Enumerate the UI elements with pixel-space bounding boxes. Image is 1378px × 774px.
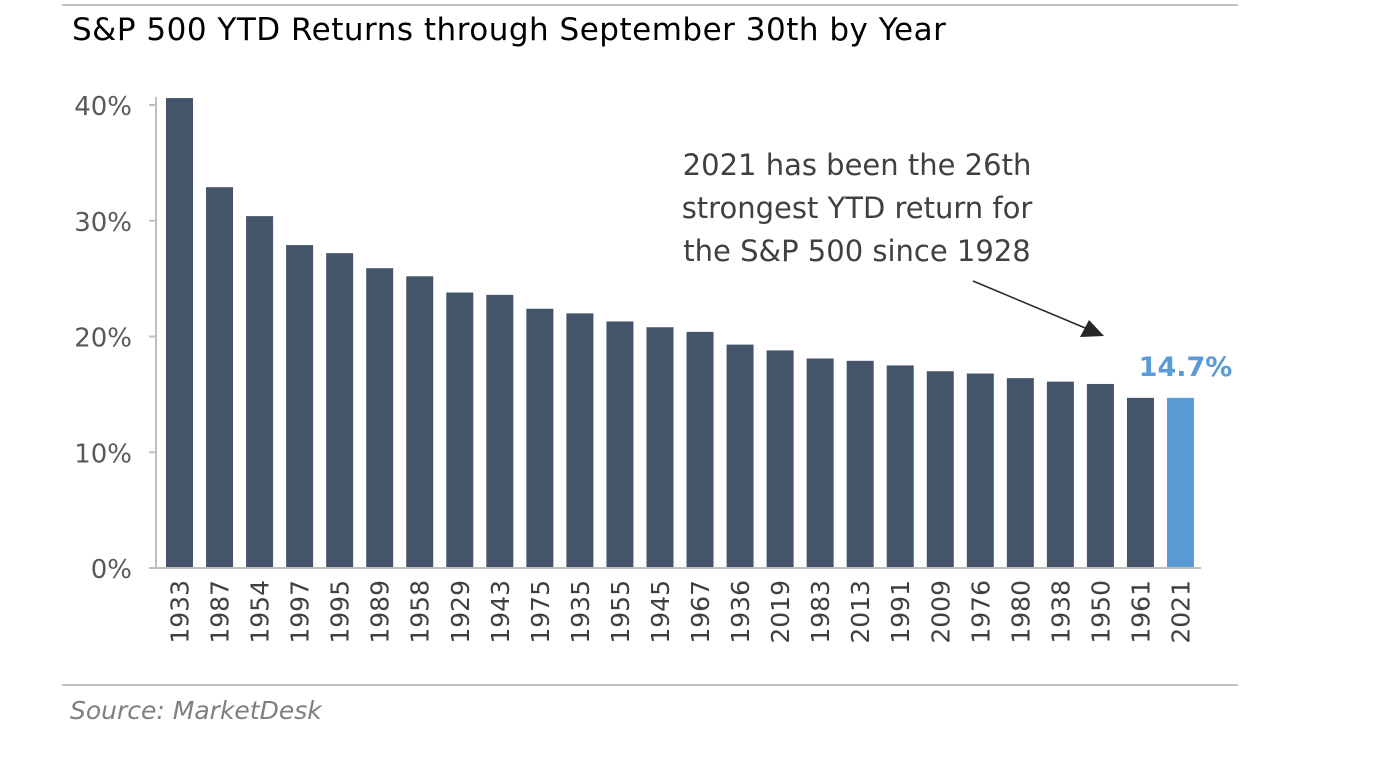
x-tick-label: 1945 xyxy=(646,580,675,644)
x-axis-labels: 1933 1987 1954 1997 1995 1989 1958 1929 1943 1975… xyxy=(166,580,1196,644)
bar-1945 xyxy=(646,327,674,568)
highlight-value-label: 14.7% xyxy=(1139,352,1233,383)
bar-1983 xyxy=(806,358,834,568)
annotation-text: 2021 has been the 26th strongest YTD retu… xyxy=(682,148,1033,268)
x-tick-label: 1955 xyxy=(606,580,635,644)
x-tick-label: 1935 xyxy=(566,580,595,644)
x-tick-label: 1933 xyxy=(166,580,195,644)
bar-1943 xyxy=(486,294,514,568)
chart-title: S&P 500 YTD Returns through September 30… xyxy=(72,12,947,48)
x-tick-label: 1995 xyxy=(326,580,355,644)
bar-1936 xyxy=(726,344,754,568)
bar-1955 xyxy=(606,321,634,568)
x-tick-label: 1954 xyxy=(246,580,275,644)
y-tick-label: 40% xyxy=(74,92,132,122)
bar-2009 xyxy=(926,371,954,568)
bar-1975 xyxy=(526,308,554,568)
x-tick-label: 1950 xyxy=(1086,580,1115,644)
annotation-arrow xyxy=(972,280,1104,337)
bar-1935 xyxy=(566,313,594,568)
y-axis-ticks: 0% 10% 20% 30% 40% xyxy=(74,92,156,585)
bar-1958 xyxy=(406,276,434,568)
bar-1991 xyxy=(886,365,914,568)
annotation-line: strongest YTD return for xyxy=(682,191,1033,225)
top-rule xyxy=(62,4,1238,6)
bar-2021 xyxy=(1167,397,1194,568)
bar-1995 xyxy=(326,253,354,568)
x-tick-label: 1997 xyxy=(286,580,315,644)
bar-1997 xyxy=(286,245,314,568)
y-tick-label: 30% xyxy=(74,208,132,238)
x-tick-label: 1936 xyxy=(726,580,755,644)
y-tick-label: 0% xyxy=(91,555,132,585)
x-tick-label: 2013 xyxy=(846,580,875,644)
bar-1980 xyxy=(1006,378,1034,568)
bar-1987 xyxy=(206,187,234,568)
x-tick-label: 1929 xyxy=(446,580,475,644)
bottom-rule xyxy=(62,684,1238,686)
x-tick-label: 1938 xyxy=(1046,580,1075,644)
x-tick-label: 1983 xyxy=(806,580,835,644)
y-tick-label: 20% xyxy=(74,324,132,354)
x-tick-label: 1975 xyxy=(526,580,555,644)
y-tick-label: 10% xyxy=(74,439,132,469)
bar-1961 xyxy=(1126,397,1154,568)
x-tick-label: 2009 xyxy=(926,580,955,644)
x-tick-label: 1991 xyxy=(886,580,915,644)
x-tick-label: 1989 xyxy=(366,580,395,644)
bar-2013 xyxy=(846,360,874,568)
x-tick-label: 1976 xyxy=(966,580,995,644)
bar-1976 xyxy=(966,373,994,568)
bar-1954 xyxy=(246,216,274,568)
bar-1929 xyxy=(446,292,474,568)
annotation-line: the S&P 500 since 1928 xyxy=(683,234,1030,268)
source-note: Source: MarketDesk xyxy=(70,696,322,725)
x-tick-label: 1961 xyxy=(1126,580,1155,644)
bar-1933 xyxy=(166,98,193,569)
x-tick-label: 2019 xyxy=(766,580,795,644)
bars xyxy=(166,98,1194,569)
x-tick-label: 2021 xyxy=(1167,580,1196,644)
bar-1989 xyxy=(366,268,394,568)
x-tick-label: 1980 xyxy=(1006,580,1035,644)
x-tick-label: 1987 xyxy=(206,580,235,644)
bar-2019 xyxy=(766,350,794,568)
x-tick-label: 1958 xyxy=(406,580,435,644)
bar-1950 xyxy=(1086,383,1114,568)
bar-1938 xyxy=(1046,381,1074,568)
bar-1967 xyxy=(686,331,714,568)
x-tick-label: 1943 xyxy=(486,580,515,644)
x-tick-label: 1967 xyxy=(686,580,715,644)
annotation-line: 2021 has been the 26th xyxy=(683,148,1032,182)
